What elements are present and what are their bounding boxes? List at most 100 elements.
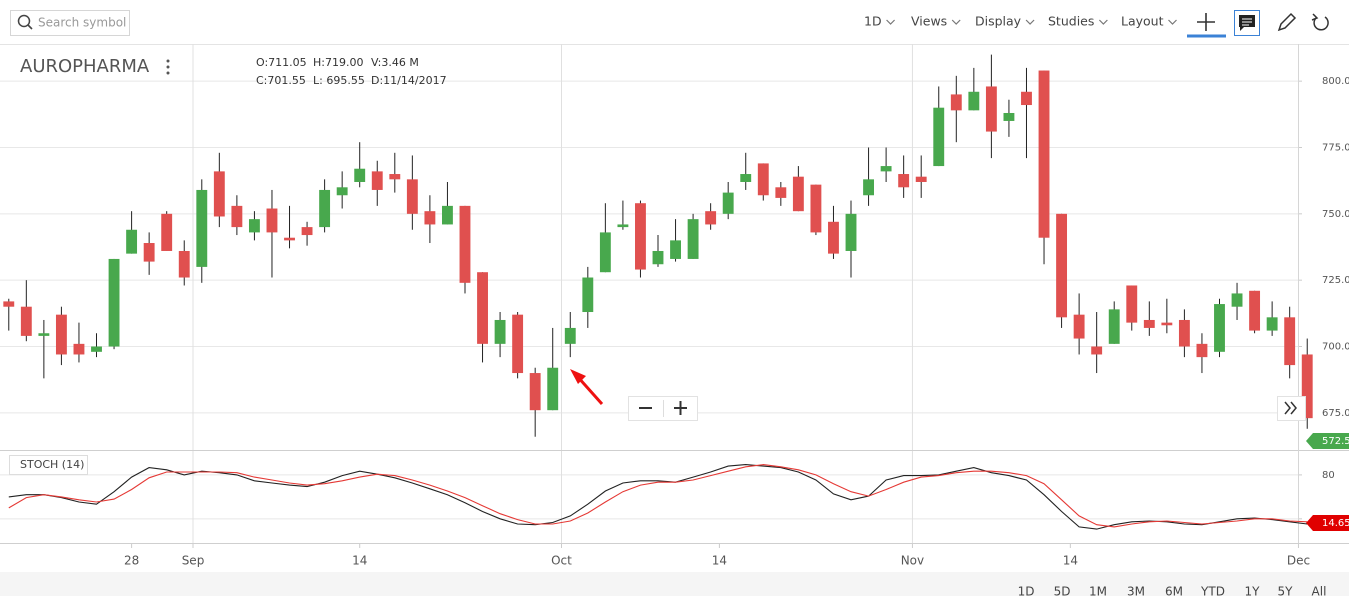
range-button[interactable]: 6M <box>1165 585 1183 599</box>
stoch-line <box>8 464 1308 530</box>
annotation-arrow-head <box>570 369 586 384</box>
range-button[interactable]: 3M <box>1127 585 1145 599</box>
menu-item[interactable]: Layout <box>1121 14 1164 29</box>
menu-item[interactable]: Display <box>975 14 1022 29</box>
candle-body <box>284 237 295 241</box>
plot <box>3 54 1313 530</box>
candle-body <box>1284 317 1296 366</box>
candle-body <box>617 224 629 228</box>
x-tick-label: Nov <box>901 554 924 568</box>
menu: 1D Views Display Studies Layout <box>864 14 1177 29</box>
range-button[interactable]: 1Y <box>1245 585 1261 599</box>
y-tick-label: 775.00 <box>1322 142 1349 153</box>
range-button[interactable]: 5D <box>1054 585 1071 599</box>
candle-body <box>108 258 120 347</box>
axis-labels: 1D 5D 1M 3M 6M YTD 1Y 5Y All 675.00 700.00 725.00 75… <box>124 76 1349 599</box>
candle-body <box>371 171 383 190</box>
candle-body <box>775 187 787 198</box>
range-button[interactable]: 5Y <box>1278 585 1294 599</box>
zoom-in-button[interactable] <box>674 401 687 415</box>
search-placeholder[interactable]: Search symbol <box>38 16 126 30</box>
scroll-right-button[interactable] <box>1277 396 1306 421</box>
candle-body <box>336 187 348 196</box>
candle-body <box>248 219 260 233</box>
candle-body <box>792 176 804 212</box>
candle-body <box>442 205 453 225</box>
ohlc-value: C:701.55 <box>256 74 306 87</box>
candle-body <box>1108 309 1120 344</box>
candle-body <box>898 174 910 188</box>
ohlc-value: H:719.00 <box>313 56 363 69</box>
menu-chevron <box>1168 19 1177 25</box>
ohlc-value: O:711.05 <box>256 56 307 69</box>
candle-body <box>529 373 541 411</box>
candle-body <box>1249 290 1261 331</box>
range-button[interactable]: 1D <box>1018 585 1035 599</box>
y-tick-label: 725.00 <box>1322 275 1349 286</box>
candle-body <box>512 314 524 374</box>
crosshair-button[interactable] <box>1197 13 1215 31</box>
study-box[interactable] <box>9 455 88 475</box>
candle-body <box>231 205 243 228</box>
reset-icon <box>1311 13 1319 21</box>
scroll-right-icon <box>1284 401 1297 415</box>
candle-body <box>1003 112 1015 121</box>
last-value-flag <box>1306 515 1349 531</box>
menu-chevron <box>951 19 961 25</box>
reset-button[interactable] <box>1313 16 1329 31</box>
candle-body <box>1196 343 1208 358</box>
candle-body <box>582 277 594 313</box>
symbol-menu[interactable] <box>166 59 170 75</box>
candle-body <box>494 319 506 344</box>
candle-body <box>126 229 138 254</box>
y-tick-label: 750.00 <box>1322 209 1349 220</box>
search-icon <box>17 14 31 28</box>
candle-body <box>1126 285 1138 323</box>
last-value-label: 14.65 <box>1322 518 1349 529</box>
menu-chevron <box>1098 19 1108 25</box>
candle-body <box>424 211 436 225</box>
menu-chevron <box>886 19 896 25</box>
candle-body <box>73 343 85 355</box>
candle-body <box>828 221 839 254</box>
candle-body <box>1178 319 1190 347</box>
search-box[interactable] <box>10 10 130 36</box>
ohlc-legend: O:711.05 H:719.00 V:3.46 M C:701.55 L: 695.5… <box>256 56 447 87</box>
candle-body <box>740 174 752 182</box>
candle-body <box>20 306 32 336</box>
symbol[interactable]: AUROPHARMA <box>20 56 150 77</box>
candle-body <box>1056 213 1068 318</box>
y-tick-label: 700.00 <box>1322 342 1349 353</box>
candle-body <box>1161 322 1173 326</box>
study-label[interactable]: STOCH (14) <box>20 458 84 471</box>
candle-body <box>319 189 331 228</box>
candle-body <box>985 86 997 132</box>
comment-icon <box>1242 18 1252 26</box>
candle-body <box>880 166 892 172</box>
candle-body <box>161 213 173 251</box>
candle-body <box>266 208 278 233</box>
range-button[interactable]: YTD <box>1200 585 1225 599</box>
range-button[interactable]: All <box>1312 585 1327 599</box>
x-tick-label: 28 <box>124 554 139 568</box>
comment-button[interactable] <box>1234 10 1260 36</box>
candle-body <box>459 205 471 283</box>
x-tick-label: Sep <box>182 554 205 568</box>
candle-body <box>55 314 67 355</box>
draw-button[interactable] <box>1277 12 1297 32</box>
candle-body <box>1038 70 1050 238</box>
candle-body <box>670 240 681 259</box>
candle-body <box>722 192 734 214</box>
candle-body <box>863 179 874 196</box>
candle-body <box>213 171 225 217</box>
candle-body <box>389 174 401 180</box>
last-value-label: 572.55 <box>1322 436 1349 447</box>
menu-item[interactable]: 1D <box>864 14 882 29</box>
range-button[interactable]: 1M <box>1089 585 1107 599</box>
menu-item[interactable]: Views <box>911 14 947 29</box>
menu-item[interactable]: Studies <box>1048 14 1094 29</box>
x-tick-label: Dec <box>1287 554 1310 568</box>
candle-body <box>1143 319 1155 328</box>
range-bar <box>0 572 1349 596</box>
